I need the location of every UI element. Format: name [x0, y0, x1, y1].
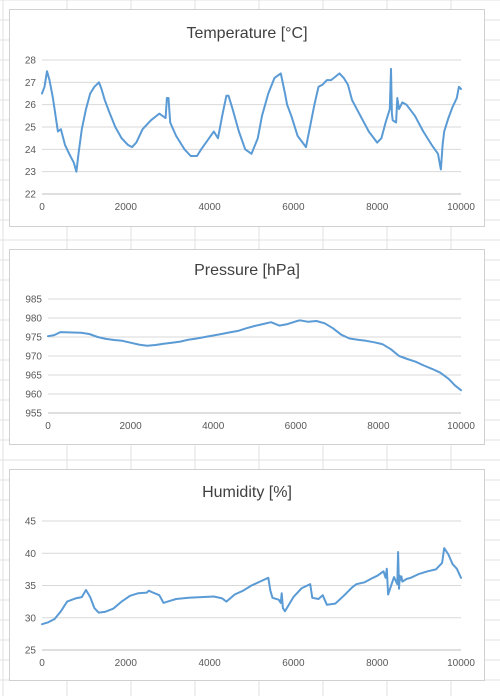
chart-title: Humidity [%] — [202, 484, 292, 501]
y-tick-label: 28 — [25, 56, 37, 67]
humidity-plot-area: 25 30 35 40 45 0 2000 4000 6000 8000 10000 — [25, 517, 475, 670]
y-tick-label: 965 — [25, 371, 42, 382]
y-tick-label: 22 — [25, 190, 37, 201]
series-line — [41, 67, 462, 173]
y-tick-label: 25 — [25, 123, 37, 134]
humidity-chart[interactable]: Humidity [%] 25 30 35 40 45 0 2000 4000 6000 8000… — [9, 469, 485, 681]
y-tick-label: 35 — [25, 581, 37, 592]
x-tick-label: 2000 — [115, 658, 138, 669]
chart-title: Temperature [°C] — [186, 25, 308, 42]
x-tick-label: 4000 — [198, 202, 221, 213]
y-tick-label: 985 — [25, 295, 42, 306]
y-tick-label: 26 — [25, 100, 37, 111]
y-tick-label: 975 — [25, 333, 42, 344]
y-tick-label: 45 — [25, 517, 37, 528]
pressure-plot-area: 955 960 965 970 975 980 985 0 2000 4000 6000 8000 10… — [25, 295, 475, 433]
y-tick-label: 960 — [25, 390, 42, 401]
series-line — [47, 319, 462, 392]
x-tick-label: 0 — [39, 202, 45, 213]
x-tick-label: 10000 — [447, 658, 475, 669]
y-tick-label: 955 — [25, 409, 42, 420]
x-tick-label: 4000 — [198, 658, 221, 669]
x-tick-label: 8000 — [367, 421, 390, 432]
y-tick-label: 24 — [25, 145, 37, 156]
y-tick-label: 970 — [25, 352, 42, 363]
y-tick-label: 30 — [25, 613, 37, 624]
temperature-chart[interactable]: Temperature [°C] 22 23 24 25 26 27 28 0 2000 4000… — [9, 9, 485, 227]
x-tick-label: 0 — [39, 658, 45, 669]
x-tick-label: 2000 — [115, 202, 138, 213]
x-tick-label: 6000 — [282, 202, 305, 213]
y-tick-label: 25 — [25, 646, 37, 657]
series-line — [41, 547, 462, 626]
x-tick-label: 4000 — [202, 421, 225, 432]
temperature-plot-area: 22 23 24 25 26 27 28 0 2000 4000 6000 8000 10000 — [25, 56, 475, 214]
y-tick-label: 27 — [25, 78, 37, 89]
x-tick-label: 8000 — [366, 658, 389, 669]
pressure-chart[interactable]: Pressure [hPa] 955 960 965 970 975 980 985 0 200… — [9, 249, 485, 445]
x-tick-label: 6000 — [285, 421, 308, 432]
x-tick-label: 10000 — [447, 421, 475, 432]
y-tick-label: 23 — [25, 167, 37, 178]
x-tick-label: 0 — [45, 421, 51, 432]
y-tick-label: 40 — [25, 549, 37, 560]
y-tick-label: 980 — [25, 314, 42, 325]
x-tick-label: 6000 — [282, 658, 305, 669]
x-tick-label: 2000 — [119, 421, 142, 432]
x-tick-label: 10000 — [447, 202, 475, 213]
x-tick-label: 8000 — [366, 202, 389, 213]
chart-title: Pressure [hPa] — [194, 262, 300, 279]
